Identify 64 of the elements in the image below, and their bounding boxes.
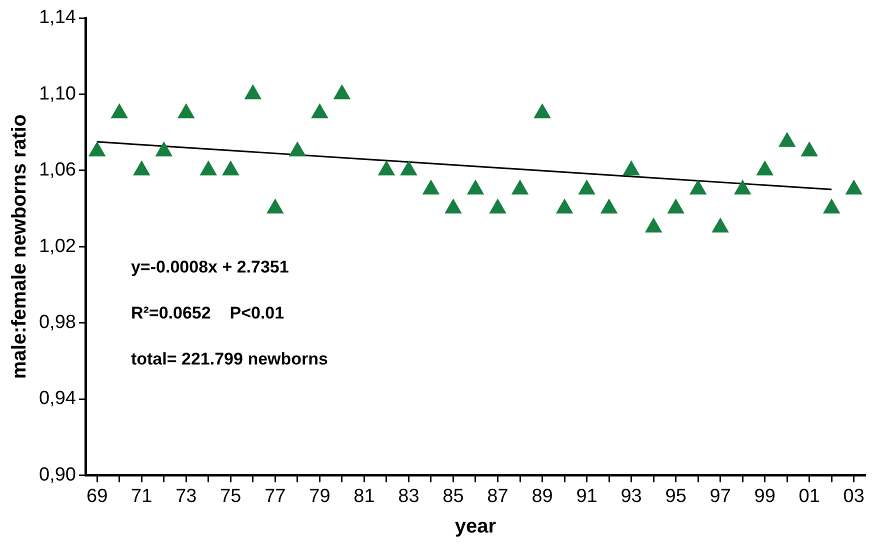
x-axis-title: year [454,516,496,538]
x-tick-label: 77 [264,486,286,507]
x-tick-label: 85 [442,486,464,507]
point [244,84,262,100]
x-tick-label: 97 [710,486,731,507]
x-tick-label: 89 [532,486,553,507]
point [200,160,217,176]
point [400,160,418,176]
x-tick-label: 01 [798,486,820,507]
point [266,199,284,214]
y-tick-label: 0,98 [38,312,76,334]
point [467,180,484,194]
x-tick-label: 91 [576,486,598,507]
x-tick-label: 79 [309,486,330,507]
point [556,199,573,214]
x-tick-label: 81 [354,486,375,507]
point [88,142,106,156]
y-axis-title: male:female newborns ratio [8,114,31,379]
x-tick-label: 69 [86,486,108,507]
point [444,199,462,214]
point [156,142,172,156]
point [289,142,306,156]
point [512,180,528,194]
point [334,84,350,100]
point [111,104,128,118]
x-tick-label: 87 [487,486,508,507]
point [178,104,194,118]
y-tick-label: 1,06 [38,160,76,181]
y-tick-label: 0,90 [38,464,76,486]
x-tick-label: 99 [754,486,776,507]
point [534,104,551,118]
point [645,218,662,233]
point [846,180,862,194]
annotation: R²=0.0652 P<0.01 [130,304,284,323]
x-tick-label: 73 [176,486,197,507]
point [378,160,395,176]
point [756,160,774,176]
point [133,160,150,176]
x-tick-label: 93 [620,486,642,507]
y-tick-label: 1,10 [38,83,76,104]
x-tick-label: 83 [398,486,420,507]
point [778,132,796,147]
y-tick-label: 0,94 [38,388,76,410]
x-tick-label: 03 [843,486,864,507]
point [489,199,506,214]
point [422,180,440,194]
point [712,218,729,233]
annotation: total= 221.799 newborns [130,350,328,369]
x-tick-label: 71 [131,486,152,507]
annotation: y=-0.0008x + 2.7351 [130,258,289,277]
point [600,199,618,214]
x-tick-label: 75 [220,486,242,507]
point [823,199,840,214]
point [578,180,596,194]
x-tick-label: 95 [665,486,686,507]
point [311,104,328,118]
point [690,180,706,194]
point [222,160,239,176]
point [623,160,640,176]
point [668,199,684,214]
y-tick-label: 1,14 [38,7,76,28]
y-tick-label: 1,02 [38,236,76,257]
point [734,180,751,194]
point [801,142,818,156]
